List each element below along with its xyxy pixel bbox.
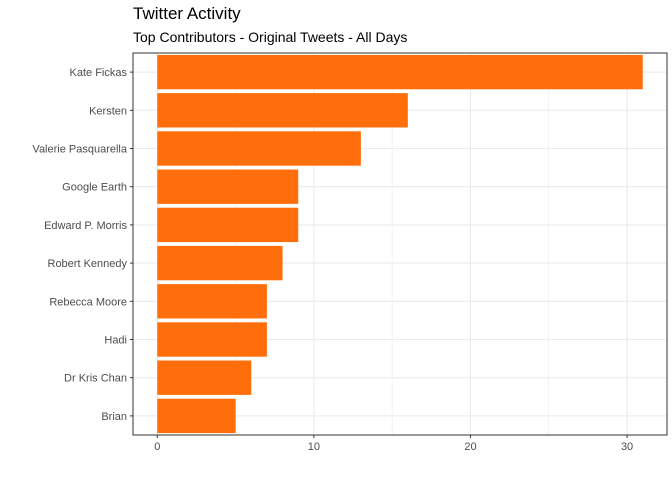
y-tick-label: Dr Kris Chan [64, 373, 127, 385]
bar [157, 398, 236, 434]
x-tick-label: 0 [154, 441, 160, 453]
y-tick-label: Rebecca Moore [49, 296, 127, 308]
y-tick-label: Kate Fickas [70, 67, 128, 79]
x-tick-label: 20 [464, 441, 476, 453]
x-tick-label: 10 [308, 441, 320, 453]
y-axis: Kate Fickas Kersten Valerie Pasquarella Goo… [32, 67, 133, 423]
x-axis: 0 10 20 30 [154, 435, 633, 453]
bar [157, 169, 299, 204]
x-tick-label: 30 [621, 441, 633, 453]
y-tick-label: Hadi [104, 335, 127, 347]
y-tick-label: Edward P. Morris [44, 220, 127, 232]
bar [157, 245, 283, 281]
chart-title: Twitter Activity [133, 4, 241, 23]
bar [157, 54, 643, 90]
y-tick-label: Valerie Pasquarella [32, 144, 127, 156]
bar [157, 360, 252, 395]
y-tick-label: Kersten [89, 105, 127, 117]
y-tick-label: Google Earth [62, 182, 127, 194]
chart-subtitle: Top Contributors - Original Tweets - All… [133, 29, 408, 45]
bar [157, 131, 361, 166]
bar [157, 322, 267, 357]
bars [157, 54, 643, 434]
panel-border [132, 52, 668, 436]
bar [157, 207, 299, 243]
y-tick-label: Robert Kennedy [48, 258, 128, 270]
y-tick-label: Brian [101, 411, 127, 423]
bar [157, 284, 267, 319]
bar [157, 93, 408, 128]
